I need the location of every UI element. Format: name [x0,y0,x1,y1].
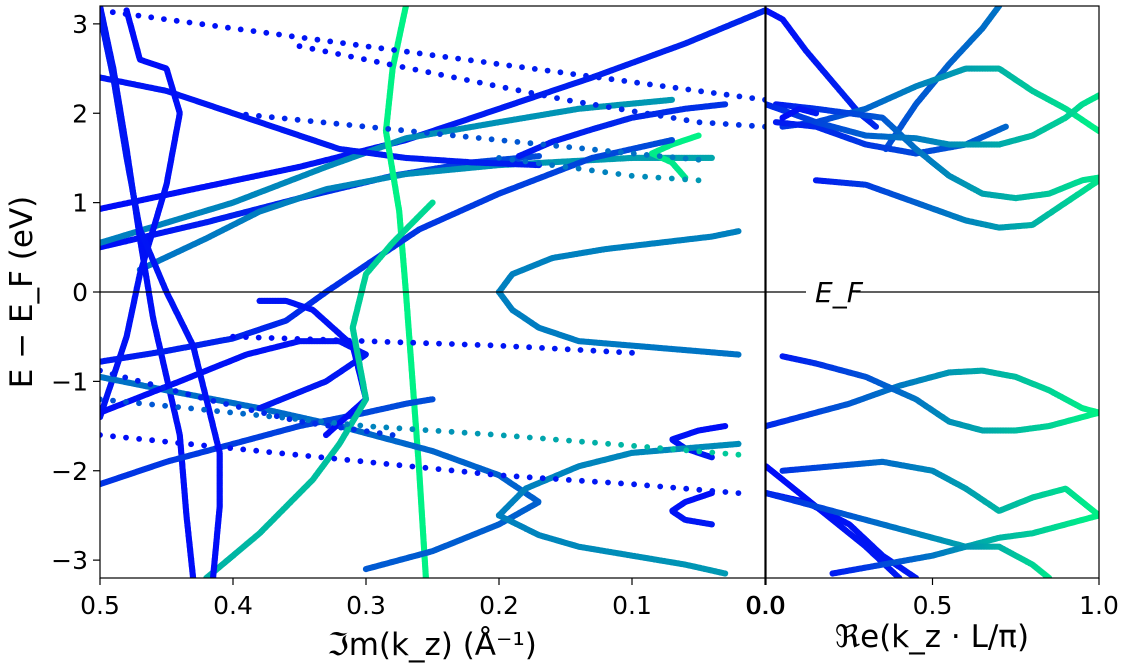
imag-dense-o-point [429,396,436,403]
imag-dense-j-point [708,521,715,528]
imag-dense-r-point [735,351,742,358]
imag-dense-b-point [535,153,543,160]
imag-panel-points [100,6,765,578]
imag-dense-d-point [708,154,715,161]
imag-dense-a-point [761,7,765,14]
imag-dense-p-point [256,405,263,412]
imag-dense-m-point [668,137,676,144]
imag-dense-q-point [256,297,263,304]
imag-dense-f-point [695,132,702,139]
imag-dense-c-point [668,96,676,103]
imag-dense-h-point [722,101,729,108]
imag-dense-s-point [735,228,742,235]
